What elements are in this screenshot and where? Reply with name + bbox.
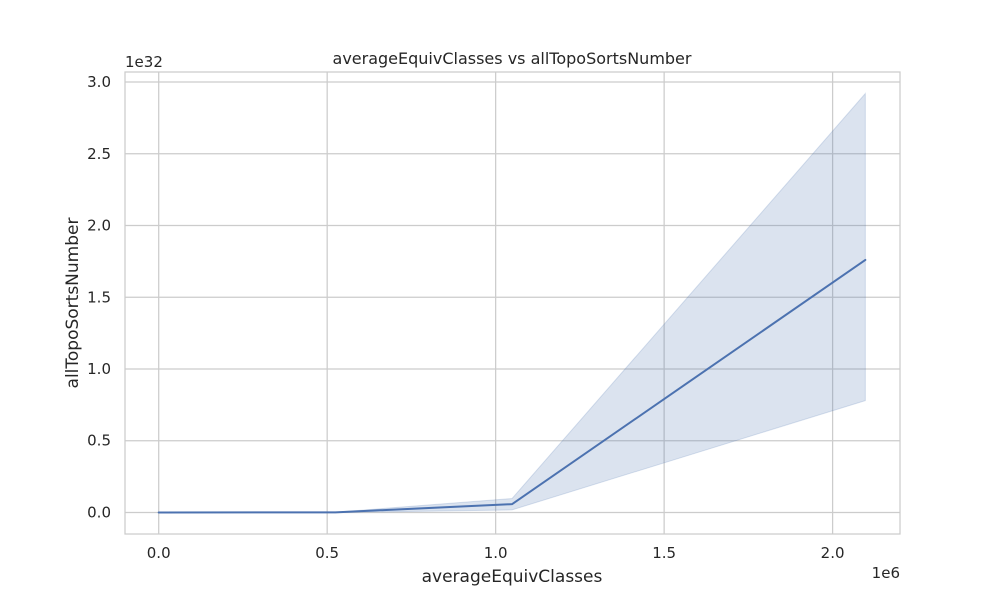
x-tick-label: 0.0: [147, 544, 171, 562]
plot-background: [125, 72, 900, 534]
data-layer: [157, 92, 867, 514]
x-axis-offset-label: 1e6: [872, 564, 900, 582]
series-line: [157, 258, 867, 514]
x-tick-label: 2.0: [821, 544, 845, 562]
grid-lines: [125, 72, 900, 534]
x-tick-label: 0.5: [315, 544, 339, 562]
y-axis-label: allTopoSortsNumber: [63, 218, 83, 389]
tick-labels: 0.0 0.5 1.0 1.5 2.0 0.0 0.5 1.0 1.5 2.0 2.5 3.0: [87, 73, 844, 562]
y-tick-label: 3.0: [87, 73, 111, 91]
y-tick-label: 1.5: [87, 288, 111, 306]
chart-title: averageEquivClasses vs allTopoSortsNumbe…: [333, 49, 692, 68]
plot-frame: [124, 71, 901, 535]
x-axis-label: averageEquivClasses: [422, 567, 603, 587]
x-tick-label: 1.5: [652, 544, 676, 562]
confidence-band: [158, 92, 866, 513]
y-tick-label: 0.0: [87, 503, 111, 521]
y-tick-label: 2.0: [87, 217, 111, 235]
y-axis-offset-label: 1e32: [125, 53, 163, 71]
y-tick-label: 2.5: [87, 145, 111, 163]
y-tick-label: 0.5: [87, 432, 111, 450]
y-tick-label: 1.0: [87, 360, 111, 378]
x-tick-label: 1.0: [484, 544, 508, 562]
